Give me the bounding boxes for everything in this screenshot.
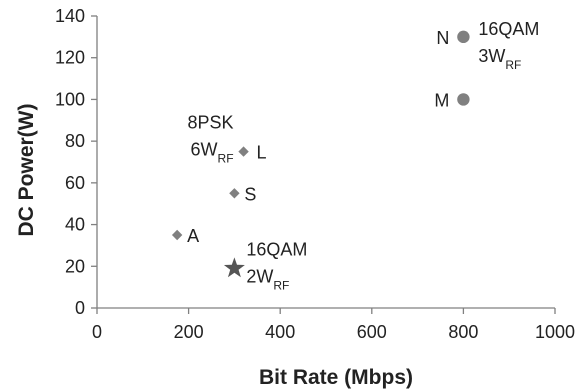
point-note-main: 3W xyxy=(478,46,505,66)
x-axis-title: Bit Rate (Mbps) xyxy=(259,366,413,389)
y-tick-label: 0 xyxy=(75,298,85,318)
point-note-main: 6W xyxy=(191,140,218,160)
point-note-main: 16QAM xyxy=(246,239,307,259)
y-axis-title: DC Power(W) xyxy=(15,104,38,237)
y-tick-label: 120 xyxy=(55,48,85,68)
x-tick-label: 200 xyxy=(174,322,204,342)
point-note-subscript: RF xyxy=(218,152,234,166)
x-tick-label: 0 xyxy=(92,322,102,342)
circle-marker xyxy=(457,30,470,44)
point-note-line: 3WRF xyxy=(478,46,521,72)
point-label: A xyxy=(187,226,199,246)
circle-marker xyxy=(457,93,470,106)
y-tick-label: 60 xyxy=(65,173,85,193)
point-note-line: 6WRF xyxy=(191,140,234,166)
point-note-line: 2WRF xyxy=(246,266,289,292)
x-tick-label: 800 xyxy=(448,322,478,342)
point-note-main: 2W xyxy=(246,266,273,286)
point-note-subscript: RF xyxy=(273,278,289,292)
y-tick-label: 80 xyxy=(65,131,85,151)
y-tick-label: 100 xyxy=(55,89,85,109)
point-note-line: 8PSK xyxy=(188,113,234,133)
point-label: S xyxy=(244,184,256,204)
diamond-marker xyxy=(229,188,240,199)
x-tick-label: 400 xyxy=(265,322,295,342)
point-note-subscript: RF xyxy=(505,58,521,72)
diamond-marker xyxy=(238,146,249,157)
y-tick-label: 20 xyxy=(65,256,85,276)
point-note-main: 16QAM xyxy=(478,19,539,39)
star-marker xyxy=(223,257,245,278)
point-note-line: 16QAM xyxy=(246,239,307,259)
y-tick-label: 140 xyxy=(55,6,85,26)
y-tick-label: 40 xyxy=(65,215,85,235)
x-tick-label: 600 xyxy=(357,322,387,342)
diamond-marker xyxy=(171,229,183,241)
axes: 0 200 400 600 800 1000 0 20 40 60 80 100 120 140 xyxy=(55,6,575,342)
point-note-main: 8PSK xyxy=(188,113,234,133)
point-label: L xyxy=(257,143,267,163)
point-label: N xyxy=(436,28,449,48)
point-label: M xyxy=(434,90,449,110)
point-note-line: 16QAM xyxy=(478,19,539,39)
x-tick-label: 1000 xyxy=(535,322,575,342)
